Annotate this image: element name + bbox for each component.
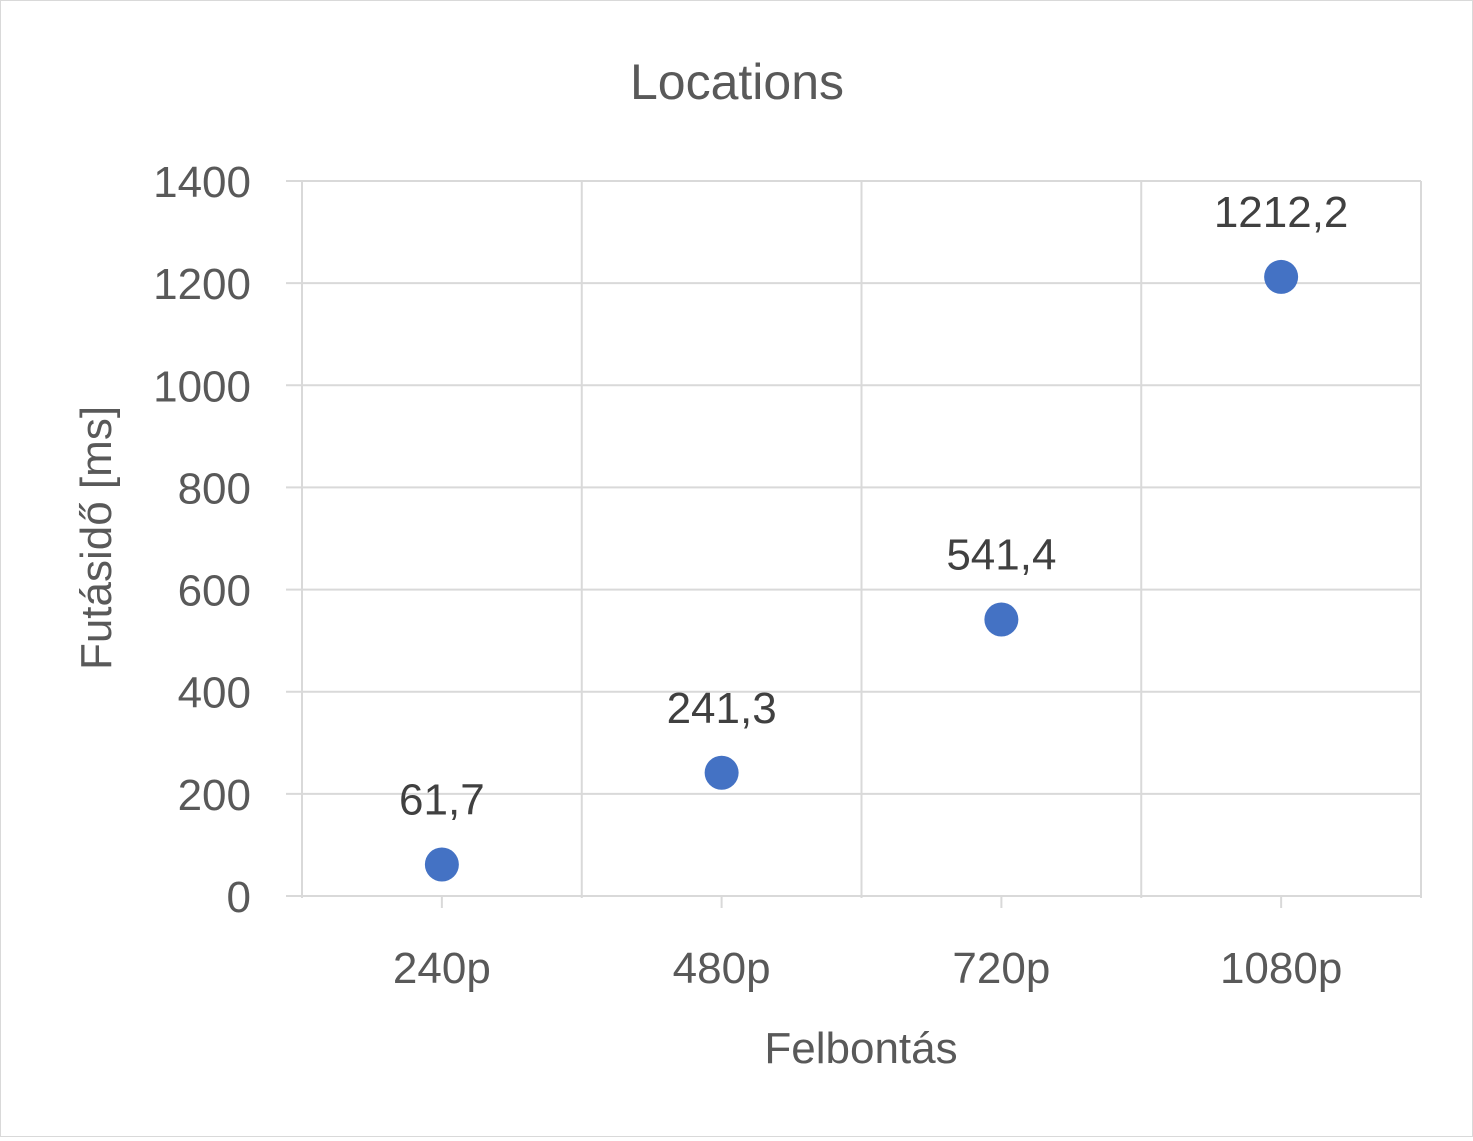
data-label: 1212,2 (1214, 188, 1349, 237)
data-label: 541,4 (946, 530, 1056, 579)
data-label: 61,7 (399, 775, 485, 824)
y-tick-label: 800 (178, 464, 251, 513)
data-point (984, 602, 1019, 637)
data-point (1264, 259, 1299, 294)
y-tick-label: 200 (178, 771, 251, 820)
y-axis-ticks: 0 200 400 600 800 1000 1200 1400 (153, 158, 251, 922)
data-label: 241,3 (667, 684, 777, 733)
x-axis-title: Felbontás (764, 1024, 957, 1073)
y-tick-label: 600 (178, 567, 251, 616)
y-tick-label: 1200 (153, 260, 251, 309)
chart-title: Locations (630, 54, 844, 110)
x-axis-ticks: 240p 480p 720p 1080p (393, 944, 1342, 993)
data-points (424, 259, 1299, 882)
y-tick-label: 1000 (153, 362, 251, 411)
x-tick-label: 240p (393, 944, 491, 993)
y-tick-label: 0 (227, 873, 251, 922)
y-tick-label: 1400 (153, 158, 251, 207)
x-tick-label: 1080p (1220, 944, 1342, 993)
gridlines (286, 180, 1422, 908)
data-point (424, 847, 459, 882)
x-tick-label: 480p (673, 944, 771, 993)
y-axis-title: Futásidő [ms] (72, 406, 121, 670)
data-point (704, 755, 739, 790)
data-labels: 61,7 241,3 541,4 1212,2 (399, 188, 1348, 825)
x-tick-label: 720p (952, 944, 1050, 993)
y-tick-label: 400 (178, 669, 251, 718)
